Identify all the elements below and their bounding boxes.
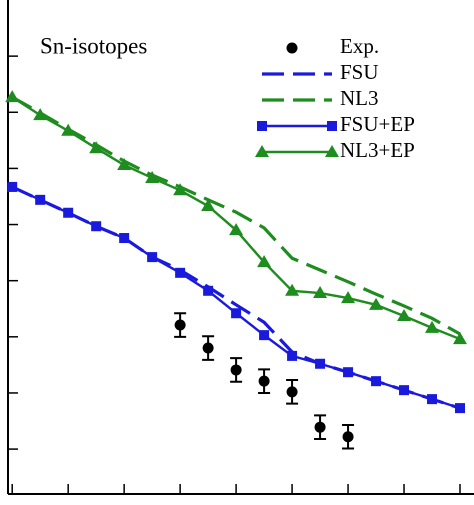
marker: [287, 350, 298, 361]
legend-label: NL3+EP: [340, 138, 415, 162]
marker: [147, 252, 158, 263]
marker: [89, 141, 104, 154]
marker: [231, 308, 242, 319]
marker: [203, 285, 214, 296]
marker: [343, 367, 354, 378]
marker: [91, 221, 102, 232]
marker: [230, 364, 242, 376]
marker: [175, 267, 186, 278]
marker: [327, 121, 337, 131]
marker: [427, 394, 438, 405]
marker: [202, 342, 214, 354]
marker: [259, 330, 270, 341]
marker: [286, 42, 298, 54]
marker: [286, 386, 298, 398]
series-line: [11, 95, 461, 336]
marker: [453, 332, 468, 345]
marker: [455, 403, 466, 414]
marker: [174, 319, 186, 331]
marker: [399, 385, 410, 396]
marker: [341, 291, 356, 304]
marker: [342, 431, 354, 443]
legend-label: FSU: [340, 60, 379, 84]
marker: [61, 123, 76, 136]
marker: [371, 376, 382, 387]
marker: [173, 183, 188, 196]
marker: [229, 223, 244, 236]
marker: [35, 194, 46, 205]
marker: [255, 145, 269, 157]
marker: [285, 283, 300, 296]
marker: [33, 108, 48, 121]
marker: [257, 255, 272, 268]
legend-label: Exp.: [340, 34, 379, 58]
marker: [425, 320, 440, 333]
annotation: Sn-isotopes: [40, 33, 147, 58]
marker: [397, 309, 412, 322]
marker: [5, 90, 20, 103]
marker: [119, 233, 130, 244]
marker: [313, 286, 328, 299]
marker: [145, 170, 160, 183]
marker: [7, 181, 18, 192]
marker: [369, 297, 384, 310]
marker: [63, 207, 74, 218]
marker: [314, 421, 326, 433]
marker: [257, 121, 267, 131]
legend-label: NL3: [340, 86, 379, 110]
marker: [325, 145, 339, 157]
marker: [117, 158, 132, 171]
legend-label: FSU+EP: [340, 112, 415, 136]
marker: [258, 375, 270, 387]
marker: [315, 358, 326, 369]
marker: [201, 199, 216, 212]
